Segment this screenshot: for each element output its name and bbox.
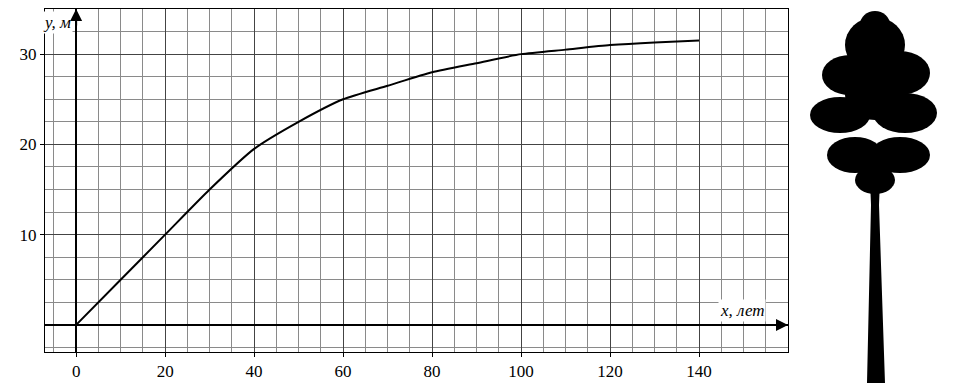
svg-text:40: 40 [246, 362, 263, 381]
svg-text:y, м: y, м [43, 13, 71, 32]
svg-text:120: 120 [597, 362, 623, 381]
svg-text:0: 0 [72, 362, 81, 381]
svg-text:30: 30 [20, 45, 37, 64]
svg-text:140: 140 [686, 362, 712, 381]
svg-text:80: 80 [424, 362, 441, 381]
svg-text:10: 10 [20, 226, 37, 245]
svg-text:20: 20 [157, 362, 174, 381]
svg-text:60: 60 [335, 362, 352, 381]
svg-text:x, лет: x, лет [720, 301, 764, 320]
svg-text:100: 100 [508, 362, 534, 381]
svg-text:20: 20 [20, 135, 37, 154]
